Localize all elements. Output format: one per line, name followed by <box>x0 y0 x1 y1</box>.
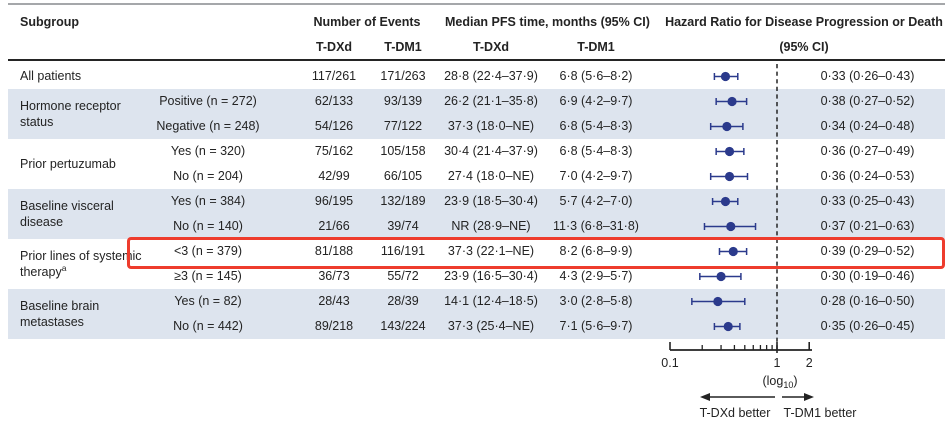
cell-events-tdxd: 28/43 <box>318 294 350 308</box>
tdxd-better-arrowhead <box>700 393 710 401</box>
cell-pfs-tdxd: 37·3 (25·4–NE) <box>447 319 535 333</box>
x-axis-tick-label: 0.1 <box>661 356 678 370</box>
tdm1-better-label: T-DM1 better <box>784 406 857 420</box>
cell-pfs-tdxd: 27·4 (18·0–NE) <box>447 169 535 183</box>
subheader-hr-95ci: (95% CI) <box>779 40 829 54</box>
cell-events-tdm1: 77/122 <box>383 119 423 133</box>
cell-sub-label: Yes (n = 82) <box>174 294 242 308</box>
cell-pfs-tdm1: 6·8 (5·6–8·2) <box>559 69 633 83</box>
cell-sub-label: No (n = 204) <box>173 169 243 183</box>
cell-pfs-tdm1: 7·1 (5·6–9·7) <box>559 319 633 333</box>
column-header-subgroup: Subgroup <box>20 15 80 29</box>
cell-pfs-tdxd: 37·3 (18·0–NE) <box>447 119 535 133</box>
cell-events-tdxd: 54/126 <box>314 119 354 133</box>
cell-events-tdxd: 75/162 <box>314 144 354 158</box>
cell-hazard-ratio: 0·33 (0·26–0·43) <box>820 69 915 83</box>
group-label: Prior pertuzumab <box>20 156 116 171</box>
top-rule <box>8 3 945 5</box>
x-axis-tick-label: 2 <box>806 356 813 370</box>
cell-pfs-tdm1: 7·0 (4·2–9·7) <box>559 169 633 183</box>
cell-hazard-ratio: 0·33 (0·25–0·43) <box>820 194 915 208</box>
cell-events-tdxd: 96/195 <box>314 194 354 208</box>
column-header-hazard-ratio: Hazard Ratio for Disease Progression or … <box>665 15 943 29</box>
cell-events-tdm1: 66/105 <box>383 169 423 183</box>
subheader-events-tdm1: T-DM1 <box>384 40 422 54</box>
cell-pfs-tdm1: 3·0 (2·8–5·8) <box>559 294 633 308</box>
cell-sub-label: Negative (n = 248) <box>156 119 260 133</box>
group-label: All patients <box>20 69 82 84</box>
cell-pfs-tdxd: 26·2 (21·1–35·8) <box>444 94 538 108</box>
row-stripe <box>8 114 945 139</box>
cell-events-tdm1: 143/224 <box>380 319 426 333</box>
cell-hazard-ratio: 0·28 (0·16–0·50) <box>820 294 915 308</box>
group-label: Hormone receptor status <box>20 98 121 129</box>
cell-pfs-tdm1: 11·3 (6·8–31·8) <box>553 219 639 233</box>
cell-events-tdxd: 81/188 <box>314 244 354 258</box>
row-stripe <box>8 314 945 339</box>
cell-events-tdm1: 39/74 <box>387 219 419 233</box>
cell-sub-label: No (n = 442) <box>173 319 243 333</box>
cell-pfs-tdxd: 23·9 (18·5–30·4) <box>444 194 538 208</box>
x-axis-tick-label: 1 <box>774 356 781 370</box>
cell-hazard-ratio: 0·30 (0·19–0·46) <box>820 269 915 283</box>
subheader-pfs-tdxd: T-DXd <box>472 40 510 54</box>
cell-hazard-ratio: 0·35 (0·26–0·45) <box>820 319 915 333</box>
cell-pfs-tdxd: 28·8 (22·4–37·9) <box>444 69 538 83</box>
cell-pfs-tdxd: 37·3 (22·1–NE) <box>447 244 535 258</box>
cell-events-tdm1: 28/39 <box>387 294 419 308</box>
cell-pfs-tdm1: 6·8 (5·4–8·3) <box>559 119 633 133</box>
cell-sub-label: Positive (n = 272) <box>159 94 257 108</box>
tdm1-better-arrowhead <box>804 393 814 401</box>
cell-pfs-tdxd: 14·1 (12·4–18·5) <box>444 294 538 308</box>
cell-events-tdxd: 42/99 <box>318 169 350 183</box>
cell-pfs-tdm1: 5·7 (4·2–7·0) <box>559 194 633 208</box>
header-rule <box>8 59 945 62</box>
cell-pfs-tdm1: 6·8 (5·4–8·3) <box>559 144 633 158</box>
cell-hazard-ratio: 0·39 (0·29–0·52) <box>820 244 915 258</box>
cell-pfs-tdxd: 23·9 (16·5–30·4) <box>444 269 538 283</box>
cell-events-tdm1: 171/263 <box>380 69 426 83</box>
cell-hazard-ratio: 0·34 (0·24–0·48) <box>820 119 915 133</box>
column-header-median-pfs: Median PFS time, months (95% CI) <box>445 15 650 29</box>
cell-sub-label: <3 (n = 379) <box>173 244 243 258</box>
cell-sub-label <box>128 64 288 89</box>
cell-sub-label: No (n = 140) <box>173 219 243 233</box>
cell-hazard-ratio: 0·36 (0·27–0·49) <box>820 144 915 158</box>
group-label: Prior lines of systemic therapya <box>20 248 142 279</box>
cell-events-tdxd: 21/66 <box>318 219 350 233</box>
cell-pfs-tdm1: 8·2 (6·8–9·9) <box>559 244 633 258</box>
group-label: Baseline visceral disease <box>20 198 114 229</box>
cell-sub-label: ≥3 (n = 145) <box>174 269 242 283</box>
cell-events-tdm1: 93/139 <box>383 94 423 108</box>
cell-events-tdxd: 62/133 <box>314 94 354 108</box>
row-stripe <box>8 89 945 114</box>
cell-events-tdxd: 89/218 <box>314 319 354 333</box>
row-stripe <box>8 189 945 214</box>
cell-events-tdm1: 116/191 <box>380 244 426 258</box>
cell-pfs-tdm1: 6·9 (4·2–9·7) <box>559 94 633 108</box>
cell-events-tdm1: 132/189 <box>380 194 426 208</box>
cell-pfs-tdxd: NR (28·9–NE) <box>451 219 531 233</box>
tdxd-better-label: T-DXd better <box>700 406 771 420</box>
column-header-number-of-events: Number of Events <box>313 15 421 29</box>
cell-sub-label: Yes (n = 320) <box>170 144 246 158</box>
cell-hazard-ratio: 0·36 (0·24–0·53) <box>820 169 915 183</box>
subheader-events-tdxd: T-DXd <box>315 40 353 54</box>
cell-events-tdm1: 105/158 <box>380 144 426 158</box>
cell-events-tdxd: 36/73 <box>318 269 350 283</box>
cell-pfs-tdm1: 4·3 (2·9–5·7) <box>559 269 633 283</box>
log-scale-label: (log10) <box>762 374 797 390</box>
footnote-marker: a <box>61 262 67 273</box>
cell-hazard-ratio: 0·38 (0·27–0·52) <box>820 94 915 108</box>
cell-events-tdm1: 55/72 <box>387 269 419 283</box>
cell-events-tdxd: 117/261 <box>311 69 357 83</box>
cell-hazard-ratio: 0·37 (0·21–0·63) <box>820 219 915 233</box>
group-label: Baseline brain metastases <box>20 298 100 329</box>
subheader-pfs-tdm1: T-DM1 <box>577 40 615 54</box>
row-stripe <box>8 289 945 314</box>
cell-pfs-tdxd: 30·4 (21·4–37·9) <box>444 144 538 158</box>
row-stripe <box>8 214 945 239</box>
cell-sub-label: Yes (n = 384) <box>170 194 246 208</box>
